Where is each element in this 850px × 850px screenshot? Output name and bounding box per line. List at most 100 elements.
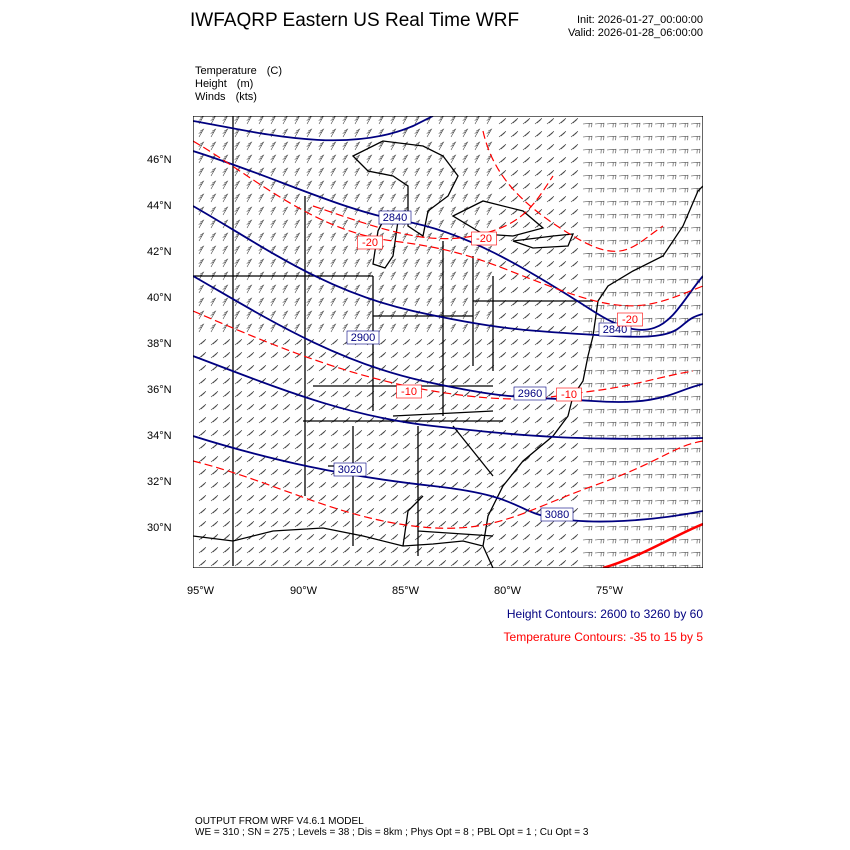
wind-barb <box>582 395 593 401</box>
wind-barb <box>570 117 579 125</box>
wind-barb <box>378 284 385 294</box>
wind-barb <box>318 390 327 398</box>
lat-tick: 42°N <box>147 246 172 258</box>
wind-barb <box>390 116 396 125</box>
wind-barb <box>462 481 471 489</box>
wind-barb <box>234 455 243 463</box>
wind-barb <box>378 429 387 437</box>
wind-barb <box>234 245 241 255</box>
wind-barb <box>270 219 277 229</box>
wind-barb <box>198 141 205 151</box>
wind-barb <box>342 429 351 437</box>
wind-barb <box>306 245 313 255</box>
wind-barb <box>594 551 605 557</box>
wind-barb <box>366 154 373 164</box>
wind-barb <box>534 338 543 346</box>
wind-barb <box>570 156 579 164</box>
wind-barb <box>450 442 459 450</box>
wind-barb <box>678 304 689 310</box>
wind-barb <box>330 507 339 515</box>
wind-barb <box>258 416 267 424</box>
wind-barb <box>666 343 677 349</box>
wind-barb <box>570 260 579 268</box>
wind-barb <box>678 239 689 245</box>
wind-barb <box>294 559 303 567</box>
wind-barb <box>486 377 495 385</box>
wind-barb <box>438 442 447 450</box>
wind-barb <box>318 338 327 346</box>
wind-barb <box>270 180 277 190</box>
wind-barb <box>522 416 531 424</box>
wind-barb <box>378 390 387 398</box>
wind-barb <box>462 429 471 437</box>
height-contour-label: 3080 <box>545 509 569 521</box>
wind-barb <box>486 258 493 268</box>
wind-barb <box>690 291 701 297</box>
wind-barb <box>282 297 289 307</box>
height-contour <box>193 205 703 338</box>
wind-barb <box>654 343 665 349</box>
wind-barb <box>426 416 435 424</box>
wind-barb <box>654 486 665 492</box>
wind-barb <box>390 520 399 528</box>
wind-barb <box>534 468 543 476</box>
field-winds: Winds (kts) <box>195 91 257 103</box>
wind-barb <box>234 533 243 541</box>
wind-barb <box>678 122 689 128</box>
wind-barb <box>330 284 337 294</box>
wind-barb <box>414 338 423 346</box>
field-name: Winds <box>195 91 226 103</box>
wind-barb <box>678 343 689 349</box>
wind-barb <box>606 369 617 375</box>
height-contour-label-box <box>346 330 380 345</box>
wind-barb <box>426 323 433 333</box>
wind-barb <box>642 382 653 388</box>
wind-barb <box>270 338 279 346</box>
wind-barb <box>366 507 375 515</box>
wind-barb <box>198 180 205 190</box>
wind-barb <box>222 128 229 138</box>
wind-barb <box>318 546 327 554</box>
wind-barb <box>618 356 629 362</box>
wind-barb <box>642 499 653 505</box>
wind-barb <box>354 559 363 567</box>
wind-barb <box>486 364 495 372</box>
wind-barb <box>642 447 653 453</box>
wind-barb <box>486 546 495 554</box>
wind-barb <box>618 135 629 141</box>
wind-barb <box>534 520 543 528</box>
wind-barb <box>678 473 689 479</box>
wind-barb <box>246 403 255 411</box>
wind-barb <box>594 356 605 362</box>
wind-barb <box>402 507 411 515</box>
wind-barb <box>654 421 665 427</box>
wind-barb <box>234 141 241 151</box>
state-lines <box>193 116 593 566</box>
wind-barb <box>582 200 593 206</box>
wind-barb <box>234 442 243 450</box>
wind-barb <box>690 148 701 154</box>
wind-barb <box>438 546 447 554</box>
wind-barb <box>402 494 411 502</box>
wind-barb <box>282 245 289 255</box>
wind-barb <box>582 135 593 141</box>
wind-barb <box>546 494 555 502</box>
wind-barb <box>282 128 289 138</box>
wind-barb <box>246 416 255 424</box>
wind-barb <box>306 193 313 203</box>
wind-barb <box>222 351 231 359</box>
wind-barb <box>654 512 665 518</box>
wind-barb <box>474 141 481 151</box>
wind-barb <box>606 174 617 180</box>
wind-barb <box>678 382 689 388</box>
wind-barb <box>330 416 339 424</box>
wind-barb <box>570 520 579 528</box>
wind-barb <box>426 403 435 411</box>
wind-barb <box>630 421 641 427</box>
wind-barb <box>246 390 255 398</box>
wind-barb <box>294 116 300 125</box>
wind-barb <box>210 338 219 346</box>
wind-barb <box>234 377 243 385</box>
wind-barb <box>318 442 327 450</box>
wind-barb <box>654 278 665 284</box>
